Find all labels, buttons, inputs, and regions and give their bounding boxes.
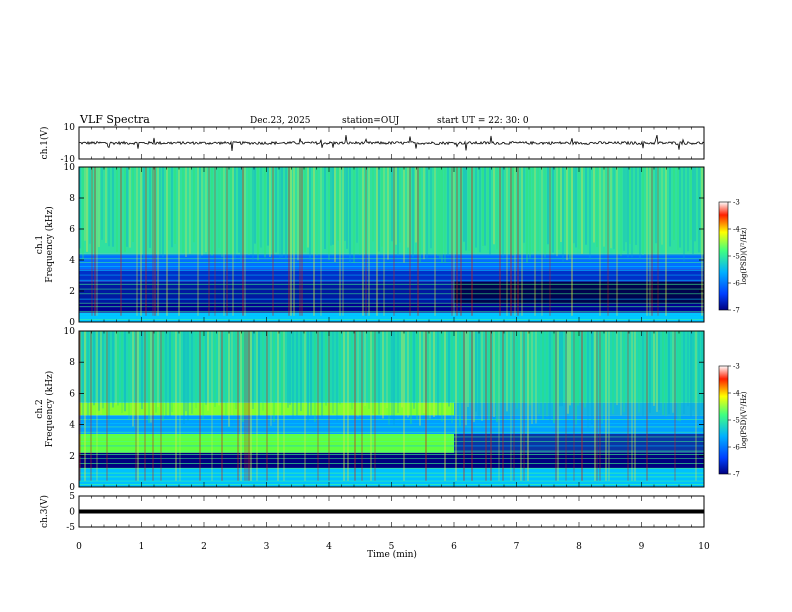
colorbar-tick-label: -5 xyxy=(733,417,740,425)
spectrum-band-shift xyxy=(454,281,704,304)
figure-title: VLF Spectra xyxy=(79,113,150,126)
y-axis-label: ch.3(V) xyxy=(39,495,50,528)
y-axis-label: ch.1(V) xyxy=(39,127,50,160)
colorbar-ch2: -3 -4 -5 -6 -7 log(PSD)(V²/Hz) xyxy=(718,363,748,479)
y-tick-label: 10 xyxy=(64,123,76,133)
x-tick-label: 2 xyxy=(201,542,207,552)
colorbar-tick-label: -7 xyxy=(733,307,740,315)
spectrum-band xyxy=(79,415,704,434)
ch1-waveform-panel: 10 -10 ch.1(V) xyxy=(39,123,705,165)
x-tick-label: 3 xyxy=(264,542,270,552)
y-tick-label: -5 xyxy=(66,523,75,533)
colorbar-tick-label: -5 xyxy=(733,253,740,261)
spectrum-band xyxy=(79,167,704,254)
header-date: Dec.23, 2025 xyxy=(250,116,311,126)
ch3-trace-panel: 5 0 -5 ch.3(V) xyxy=(39,492,705,533)
colorbar-tick-label: -7 xyxy=(733,471,740,479)
y-tick-label: 0 xyxy=(69,318,75,328)
y-tick-label: 10 xyxy=(64,327,76,337)
spectrum-band xyxy=(79,269,704,282)
ch2-spectrogram-panel: 0 2 4 6 8 10 ch.2 Frequency (kHz) xyxy=(35,327,705,493)
spectrum-band-shift xyxy=(454,433,704,453)
x-axis-label: Time (min) xyxy=(367,549,417,560)
y-tick-label: 4 xyxy=(69,256,75,266)
x-tick-label: 9 xyxy=(639,542,645,552)
ch1-spectrogram-panel: 0 2 4 6 8 10 ch.1 Frequency (kHz) xyxy=(35,163,705,328)
y-tick-label: 5 xyxy=(69,492,75,502)
x-tick-label: 10 xyxy=(698,542,710,552)
y-tick-label: 2 xyxy=(69,287,75,297)
y-axis-label: ch.1 xyxy=(35,235,45,254)
y-tick-label: 8 xyxy=(69,194,75,204)
spectrum-band xyxy=(79,452,704,469)
colorbar-label: log(PSD)(V²/Hz) xyxy=(740,227,748,284)
x-tick-label: 8 xyxy=(576,542,582,552)
spectrum-band xyxy=(79,253,704,270)
y-tick-label: 8 xyxy=(69,358,75,368)
colorbar-tick-label: -3 xyxy=(733,199,740,207)
y-tick-label: 0 xyxy=(69,483,75,493)
ch1-waveform-line xyxy=(78,134,705,151)
y-tick-label: 4 xyxy=(69,421,75,431)
colorbar-tick-label: -6 xyxy=(733,444,740,452)
spectrum-band-shift xyxy=(454,402,704,416)
spectrum-band xyxy=(79,303,704,313)
y-axis-label: Frequency (kHz) xyxy=(44,371,55,448)
y-tick-label: -10 xyxy=(61,155,76,165)
time-axis: 0 1 2 3 4 5 6 7 8 9 10 xyxy=(76,542,710,552)
y-tick-label: 6 xyxy=(69,389,75,399)
colorbar-tick-label: -6 xyxy=(733,280,740,288)
y-axis-label: Frequency (kHz) xyxy=(44,206,55,283)
y-tick-label: 0 xyxy=(69,508,75,518)
header-start: start UT = 22: 30: 0 xyxy=(437,116,529,126)
x-tick-label: 1 xyxy=(139,542,145,552)
x-tick-label: 0 xyxy=(76,542,82,552)
colorbar-tick-label: -4 xyxy=(733,226,740,234)
y-tick-label: 10 xyxy=(64,163,76,173)
x-tick-label: 5 xyxy=(389,542,395,552)
colorbar-tick-label: -3 xyxy=(733,363,740,371)
y-tick-label: 2 xyxy=(69,452,75,462)
x-tick-label: 7 xyxy=(514,542,520,552)
x-tick-label: 4 xyxy=(326,542,332,552)
x-tick-label: 6 xyxy=(451,542,457,552)
colorbar-label: log(PSD)(V²/Hz) xyxy=(740,391,748,448)
colorbar-ch1: -3 -4 -5 -6 -7 log(PSD)(V²/Hz) xyxy=(718,199,748,315)
y-axis-label: ch.2 xyxy=(35,399,45,418)
colorbar-tick-label: -4 xyxy=(733,390,740,398)
header-station: station=OUJ xyxy=(342,116,400,126)
y-tick-label: 6 xyxy=(69,225,75,235)
spectrum-band xyxy=(79,331,704,403)
